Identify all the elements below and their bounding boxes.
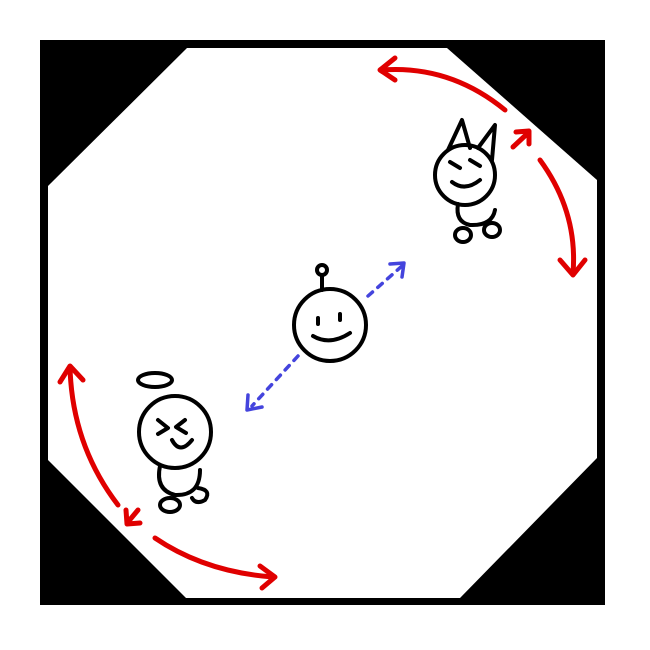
dotted-line — [366, 264, 404, 298]
devil-character — [433, 118, 502, 244]
body — [157, 464, 202, 498]
curved-arrow — [379, 67, 508, 113]
foot — [158, 496, 182, 514]
short-arrow — [125, 507, 141, 525]
arrow-head — [245, 393, 264, 412]
curved-arrow — [67, 364, 121, 508]
curved-arrow — [152, 535, 276, 580]
arrow-head — [557, 257, 588, 278]
foot — [190, 486, 210, 505]
red-arrows-bottom — [57, 363, 278, 591]
eyes — [448, 158, 482, 170]
curved-arrow — [537, 157, 577, 276]
arrow-head — [123, 507, 143, 527]
arrow-head — [257, 563, 278, 591]
horns — [446, 118, 497, 162]
short-arrow — [510, 130, 531, 150]
mouth — [450, 178, 482, 189]
body — [455, 202, 497, 228]
arrow-head — [57, 363, 86, 385]
arrow-head — [388, 261, 406, 279]
arrow-head — [377, 55, 398, 83]
arrow-head — [513, 128, 532, 147]
head — [433, 143, 497, 207]
dotted-line — [250, 354, 300, 408]
head — [137, 394, 213, 470]
eyes — [156, 418, 188, 436]
blue-arrows — [245, 261, 406, 412]
eyes — [316, 312, 342, 326]
halo — [136, 371, 174, 389]
mouth — [170, 438, 194, 450]
center-character — [292, 263, 368, 363]
red-arrows-top — [377, 55, 588, 278]
mouth — [311, 331, 352, 343]
foot — [482, 221, 502, 239]
head — [292, 287, 368, 363]
angel-character — [136, 371, 213, 514]
foot — [453, 226, 473, 244]
